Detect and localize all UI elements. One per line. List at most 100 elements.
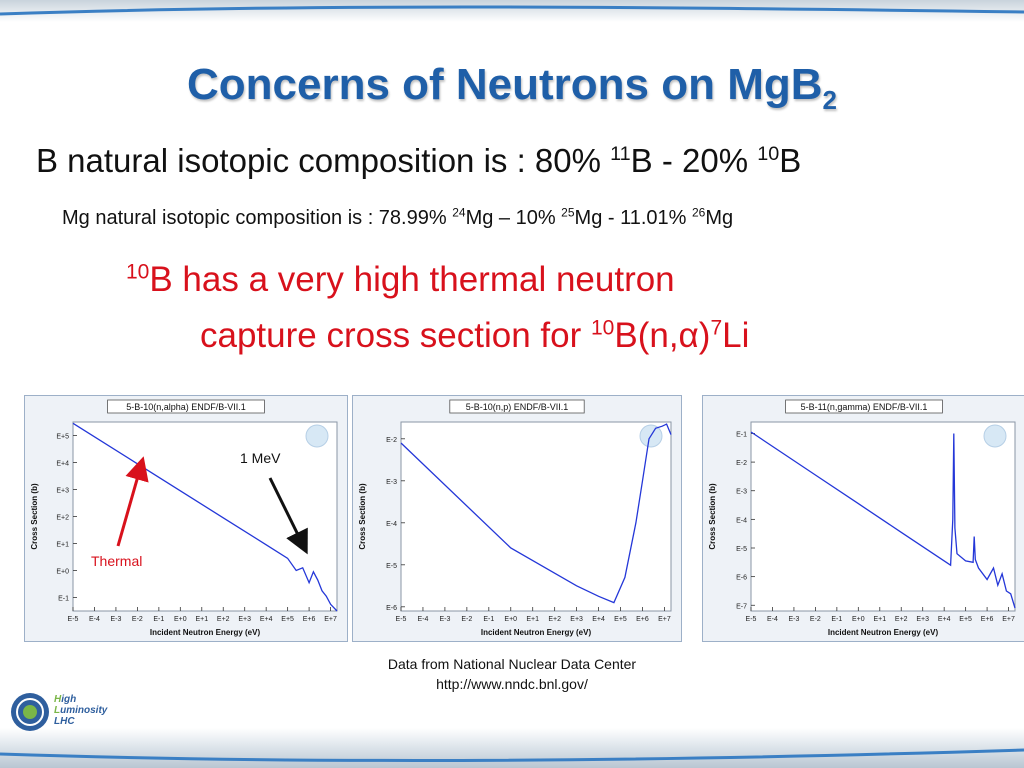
x-tick-label: E-2 xyxy=(461,616,472,623)
x-tick-label: E+7 xyxy=(324,616,337,623)
boron-line-sup: 10 xyxy=(757,143,780,165)
mg-line-part: Mg natural isotopic composition is : 78.… xyxy=(62,207,453,229)
x-tick-label: E-1 xyxy=(153,616,164,623)
highlight-text: capture cross section for xyxy=(200,316,591,355)
x-tick-label: E-4 xyxy=(767,616,778,623)
plot-b10-n-alpha: 5-B-10(n,alpha) ENDF/B-VII.1 E-5 E-4 E-3 E-2… xyxy=(24,395,348,642)
x-axis-label: Incident Neutron Energy (eV) xyxy=(481,628,592,637)
annotation-thermal: Thermal xyxy=(91,553,143,569)
x-tick-label: E+3 xyxy=(916,616,929,623)
x-tick-label: E+7 xyxy=(1002,616,1015,623)
plot-title-box xyxy=(449,399,585,414)
y-tick-label: E-6 xyxy=(386,605,397,612)
cross-section-curve xyxy=(72,422,338,612)
plot-area xyxy=(400,421,672,612)
annotation-1mev: 1 MeV xyxy=(240,450,281,466)
y-tick-label: E-3 xyxy=(736,489,747,496)
y-axis-label: Cross Section (b) xyxy=(708,483,717,550)
x-tick-label: E-5 xyxy=(746,616,757,623)
hl-lhc-logo-emblem xyxy=(11,693,49,731)
boron-composition-line: B natural isotopic composition is : 80% … xyxy=(36,142,801,180)
y-tick-label: E+1 xyxy=(56,542,69,549)
x-tick-label: E-3 xyxy=(439,616,450,623)
highlight-text: B(n,α) xyxy=(614,316,711,355)
y-tick-label: E-4 xyxy=(386,521,397,528)
x-tick-label: E-1 xyxy=(831,616,842,623)
plot-title-box xyxy=(107,399,265,414)
y-axis-label: Cross Section (b) xyxy=(30,483,39,550)
y-tick-label: E+2 xyxy=(56,515,69,522)
plot-area xyxy=(750,421,1016,612)
highlight-sup: 10 xyxy=(591,316,615,340)
cross-section-curve xyxy=(400,423,672,604)
x-tick-label: E+0 xyxy=(852,616,865,623)
plot-title: 5-B-10(n,p) ENDF/B-VII.1 xyxy=(466,402,569,412)
x-tick-label: E-4 xyxy=(89,616,100,623)
y-tick-label: E-2 xyxy=(736,460,747,467)
x-tick-label: E+4 xyxy=(592,616,605,623)
y-tick-label: E+5 xyxy=(56,434,69,441)
plot-b11-n-gamma: 5-B-11(n,gamma) ENDF/B-VII.1 E-5 E-4 E-3 E-2… xyxy=(702,395,1024,642)
boron-line-part: B natural isotopic composition is : 80% xyxy=(36,142,611,179)
y-axis-label: Cross Section (b) xyxy=(358,483,367,550)
x-tick-label: E+7 xyxy=(658,616,671,623)
slide-title: Concerns of Neutrons on MgB2 xyxy=(0,60,1024,116)
y-tick-label: E-5 xyxy=(736,546,747,553)
y-tick-label: E-2 xyxy=(386,437,397,444)
highlight-sup: 7 xyxy=(710,316,723,340)
y-tick-label: E-5 xyxy=(386,563,397,570)
x-tick-label: E+2 xyxy=(895,616,908,623)
x-tick-label: E+6 xyxy=(981,616,994,623)
x-tick-label: E+5 xyxy=(281,616,294,623)
x-tick-label: E+4 xyxy=(260,616,273,623)
plot-title: 5-B-10(n,alpha) ENDF/B-VII.1 xyxy=(126,402,246,412)
y-tick-label: E-3 xyxy=(386,479,397,486)
boron-line-part: B - 20% xyxy=(630,142,758,179)
mg-line-sup: 26 xyxy=(692,205,706,220)
x-tick-label: E-3 xyxy=(788,616,799,623)
top-banner-band xyxy=(0,0,1024,22)
highlight-text: Li xyxy=(722,316,750,355)
y-tick-label: E+0 xyxy=(56,569,69,576)
x-tick-label: E+5 xyxy=(614,616,627,623)
x-tick-label: E-3 xyxy=(110,616,121,623)
highlight-text: B has a very high thermal neutron xyxy=(149,260,675,299)
mg-line-sup: 24 xyxy=(452,205,466,220)
x-tick-label: E+0 xyxy=(504,616,517,623)
nndc-globe-icon xyxy=(983,424,1007,448)
x-tick-label: E-4 xyxy=(417,616,428,623)
x-tick-label: E+6 xyxy=(636,616,649,623)
highlight-line-2: capture cross section for 10B(n,α)7Li xyxy=(200,316,749,356)
y-tick-label: E+3 xyxy=(56,488,69,495)
mg-line-part: Mg xyxy=(705,207,734,229)
magnesium-composition-line: Mg natural isotopic composition is : 78.… xyxy=(62,205,734,230)
bottom-banner-band xyxy=(0,728,1024,768)
mg-line-part: Mg - 11.01% xyxy=(574,207,692,229)
plot-area xyxy=(72,421,338,612)
source-credit: Data from National Nuclear Data Center xyxy=(387,656,637,672)
x-tick-label: E+4 xyxy=(938,616,951,623)
x-tick-label: E-5 xyxy=(68,616,79,623)
y-tick-label: E-4 xyxy=(736,517,747,524)
boron-line-sup: 11 xyxy=(610,143,631,165)
logo-text-line3: LHC xyxy=(54,716,75,727)
x-tick-label: E-1 xyxy=(483,616,494,623)
plot-b10-n-alpha-svg: 5-B-10(n,alpha) ENDF/B-VII.1 E-5 E-4 E-3 E-2… xyxy=(30,399,338,637)
plot-title-box xyxy=(785,399,943,414)
x-tick-label: E+2 xyxy=(548,616,561,623)
cross-section-curve xyxy=(750,431,1016,609)
slide-title-text: Concerns of Neutrons on MgB xyxy=(186,60,823,109)
nndc-globe-icon xyxy=(305,424,329,448)
y-tick-label: E-6 xyxy=(736,575,747,582)
plot-b10-n-p-svg: 5-B-10(n,p) ENDF/B-VII.1 E-5 E-4 E-3 E-2 E-1 E… xyxy=(358,399,672,637)
x-tick-label: E+5 xyxy=(959,616,972,623)
mg-line-part: Mg – 10% xyxy=(465,207,562,229)
logo-text-line1: High xyxy=(54,694,77,705)
source-url: http://www.nndc.bnl.gov/ xyxy=(436,676,588,692)
x-tick-label: E+1 xyxy=(195,616,208,623)
boron-line-part: B xyxy=(779,142,802,179)
hl-lhc-logo: High Luminosity LHC xyxy=(8,690,107,739)
y-tick-label: E-7 xyxy=(736,603,747,610)
x-tick-label: E-2 xyxy=(132,616,143,623)
logo-text-line2: Luminosity xyxy=(54,705,108,716)
